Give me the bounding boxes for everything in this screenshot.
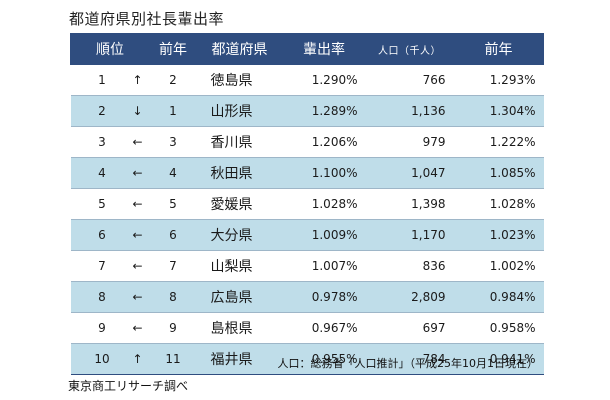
prefecture-cell: 広島県 (196, 281, 283, 313)
prefecture-cell: 山形県 (196, 95, 283, 127)
population-cell: 1,398 (365, 188, 454, 220)
prev-rank-cell: 5 (149, 188, 197, 220)
rate-cell: 1.290% (282, 64, 366, 96)
prev-rate-cell: 1.023% (453, 219, 544, 251)
header-rank: 順位 (70, 33, 150, 65)
prefecture-cell: 大分県 (196, 219, 283, 251)
trend-arrow-icon: ↑ (125, 343, 150, 375)
prev-rate-cell: 1.222% (453, 126, 544, 158)
trend-arrow-icon: ← (125, 219, 150, 251)
prev-rank-cell: 4 (149, 157, 197, 189)
prefecture-cell: 愛媛県 (196, 188, 283, 220)
rank-cell: 3 (70, 126, 126, 158)
rank-cell: 6 (70, 219, 126, 251)
rate-cell: 1.100% (282, 157, 366, 189)
trend-arrow-icon: ← (125, 281, 150, 313)
population-cell: 697 (365, 312, 454, 344)
table-row: 1 ↑ 2 徳島県 1.290% 766 1.293% (70, 64, 544, 96)
prefecture-cell: 秋田県 (196, 157, 283, 189)
rate-cell: 1.009% (282, 219, 366, 251)
trend-arrow-icon: ← (125, 157, 150, 189)
table-row: 2 ↓ 1 山形県 1.289% 1,136 1.304% (70, 95, 544, 127)
rank-cell: 8 (70, 281, 126, 313)
prev-rate-cell: 1.304% (453, 95, 544, 127)
header-row: 順位 前年 都道府県 輩出率 人口（千人） 前年 (70, 33, 544, 65)
rate-cell: 1.289% (282, 95, 366, 127)
population-cell: 1,170 (365, 219, 454, 251)
population-cell: 979 (365, 126, 454, 158)
table-row: 3 ← 3 香川県 1.206% 979 1.222% (70, 126, 544, 158)
trend-arrow-icon: ← (125, 250, 150, 282)
prev-rank-cell: 8 (149, 281, 197, 313)
prev-rank-cell: 6 (149, 219, 197, 251)
rate-cell: 1.206% (282, 126, 366, 158)
rate-cell: 0.955% (282, 343, 366, 375)
rate-cell: 1.007% (282, 250, 366, 282)
table-body: 1 ↑ 2 徳島県 1.290% 766 1.293% 2 ↓ 1 山形県 1.289% 1,136 1.… (70, 64, 544, 375)
prev-rate-cell: 0.984% (453, 281, 544, 313)
prefecture-cell: 香川県 (196, 126, 283, 158)
header-population: 人口（千人） (365, 33, 454, 65)
rank-cell: 7 (70, 250, 126, 282)
header-prev-rate: 前年 (453, 33, 544, 65)
prefecture-cell: 徳島県 (196, 64, 283, 96)
prev-rate-cell: 1.085% (453, 157, 544, 189)
table-row: 7 ← 7 山梨県 1.007% 836 1.002% (70, 250, 544, 282)
header-rate: 輩出率 (282, 33, 366, 65)
prev-rank-cell: 2 (149, 64, 197, 96)
population-cell: 1,136 (365, 95, 454, 127)
prev-rate-cell: 1.028% (453, 188, 544, 220)
prev-rate-cell: 0.958% (453, 312, 544, 344)
rate-cell: 0.967% (282, 312, 366, 344)
prev-rank-cell: 3 (149, 126, 197, 158)
header-prev-rank: 前年 (149, 33, 197, 65)
table-row: 6 ← 6 大分県 1.009% 1,170 1.023% (70, 219, 544, 251)
prev-rate-cell: 0.941% (453, 343, 544, 375)
table-row: 9 ← 9 島根県 0.967% 697 0.958% (70, 312, 544, 344)
prefecture-cell: 福井県 (196, 343, 283, 375)
trend-arrow-icon: ↓ (125, 95, 150, 127)
prev-rank-cell: 1 (149, 95, 197, 127)
prefecture-cell: 山梨県 (196, 250, 283, 282)
table-row: 4 ← 4 秋田県 1.100% 1,047 1.085% (70, 157, 544, 189)
population-cell: 766 (365, 64, 454, 96)
rank-cell: 5 (70, 188, 126, 220)
trend-arrow-icon: ↑ (125, 64, 150, 96)
prev-rank-cell: 7 (149, 250, 197, 282)
population-cell: 784 (365, 343, 454, 375)
header-prefecture: 都道府県 (196, 33, 283, 65)
source-note: 人口：総務省「人口推計」（平成25年10月1日現在） (277, 357, 539, 370)
ranking-table: 順位 前年 都道府県 輩出率 人口（千人） 前年 1 ↑ 2 徳島県 1.290% 766… (70, 33, 544, 375)
rank-cell: 1 (70, 64, 126, 96)
trend-arrow-icon: ← (125, 312, 150, 344)
population-cell: 836 (365, 250, 454, 282)
rate-cell: 1.028% (282, 188, 366, 220)
population-cell: 1,047 (365, 157, 454, 189)
prev-rate-cell: 1.002% (453, 250, 544, 282)
trend-arrow-icon: ← (125, 188, 150, 220)
population-cell: 2,809 (365, 281, 454, 313)
prefecture-cell: 島根県 (196, 312, 283, 344)
rate-cell: 0.978% (282, 281, 366, 313)
prev-rate-cell: 1.293% (453, 64, 544, 96)
rank-cell: 4 (70, 157, 126, 189)
rank-cell: 2 (70, 95, 126, 127)
table-row: 5 ← 5 愛媛県 1.028% 1,398 1.028% (70, 188, 544, 220)
credit: 東京商工リサーチ調べ (68, 379, 189, 393)
rank-cell: 9 (70, 312, 126, 344)
table-title: 都道府県別社長輩出率 (69, 10, 225, 28)
prev-rank-cell: 11 (149, 343, 197, 375)
prev-rank-cell: 9 (149, 312, 197, 344)
rank-cell: 10 (70, 343, 126, 375)
trend-arrow-icon: ← (125, 126, 150, 158)
table-row: 10 ↑ 11 福井県 0.955% 784 0.941% (70, 343, 544, 375)
table-row: 8 ← 8 広島県 0.978% 2,809 0.984% (70, 281, 544, 313)
